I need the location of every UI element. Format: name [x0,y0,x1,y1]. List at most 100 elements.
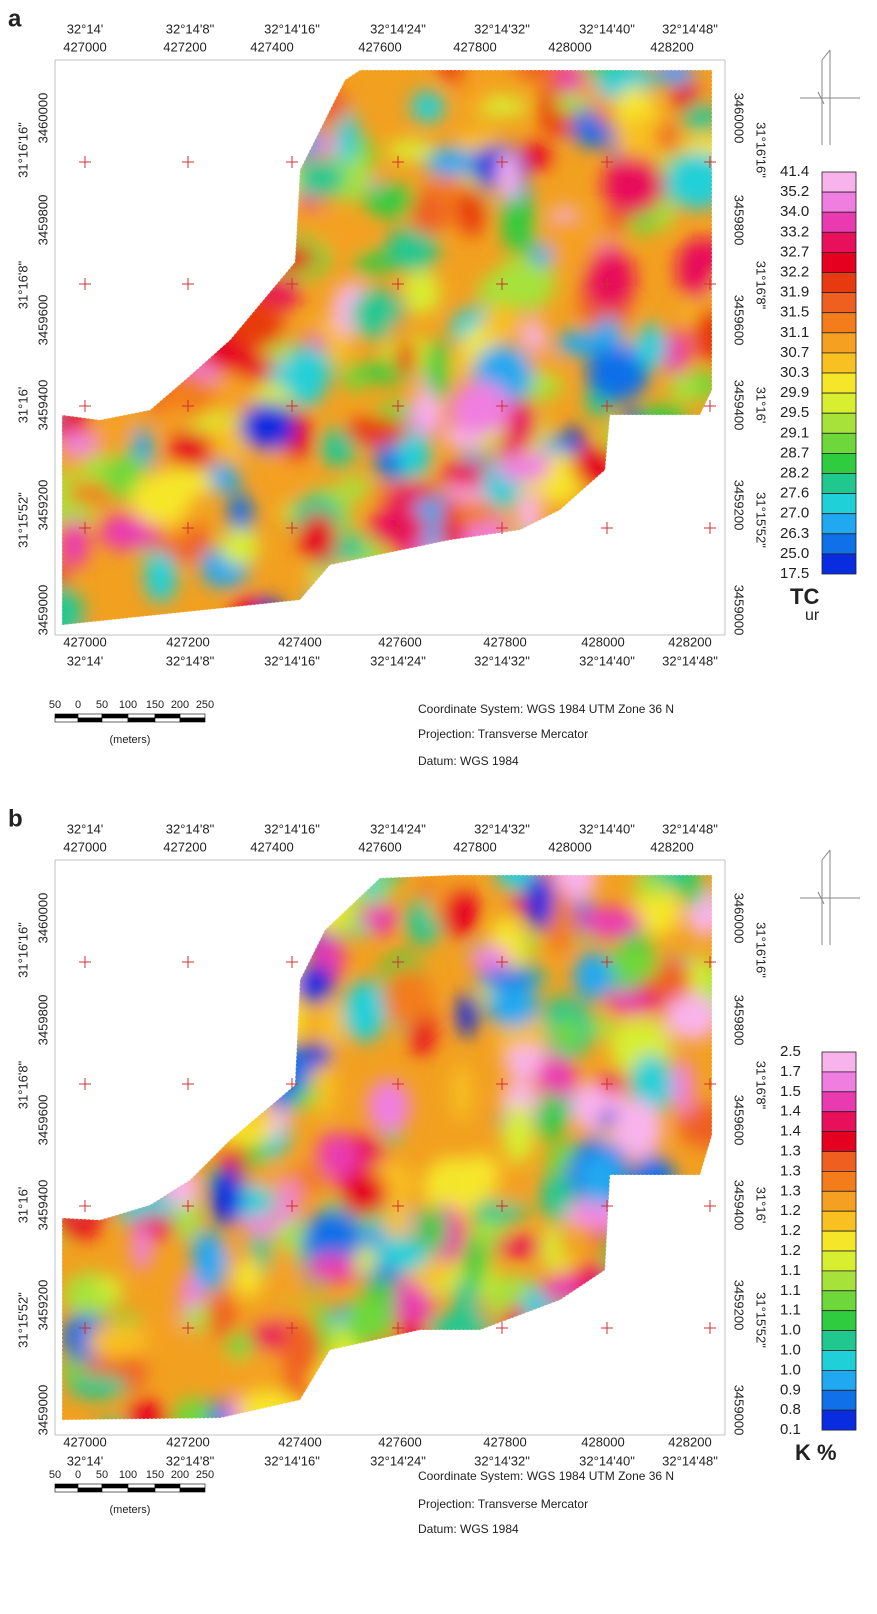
legend-swatch [821,533,857,555]
scale-seg [54,1487,79,1493]
graticule-cross [79,1322,91,1334]
scale-seg [127,717,156,723]
north-arrow [800,49,860,145]
graticule-cross [392,1200,404,1212]
scale-label: 200 [171,699,189,711]
bottom-longitude: 32°14'24" [370,1453,426,1468]
legend-swatch [821,1409,857,1431]
anomaly [511,530,533,557]
anomaly [502,1101,535,1163]
right-northing: 3459400 [732,1180,747,1231]
anomaly [230,1372,252,1401]
bottom-easting: 427600 [378,1434,421,1449]
anomaly [603,535,639,585]
anomaly [394,1322,427,1366]
anomaly [434,580,456,625]
anomaly [102,78,128,109]
left-northing: 3459800 [35,995,50,1046]
anomaly [114,889,167,920]
panel: b 32°14' 32°14'8" 32°14'16" 32°14'24" 32°14'3… [8,805,860,1536]
scale-seg [54,713,79,719]
anomaly [219,527,260,566]
legend-swatch [821,1111,857,1132]
anomaly [501,195,536,254]
anomaly [94,103,140,150]
anomaly [603,1247,627,1273]
anomaly [156,1072,187,1121]
anomaly [67,346,88,409]
graticule-cross [496,956,508,968]
graticule-cross [704,278,716,290]
anomaly [682,103,712,133]
anomaly [64,892,99,916]
anomaly [176,199,231,234]
anomaly [664,994,712,1040]
graticule-cross [704,956,716,968]
legend-title: TC [790,584,819,609]
graticule-cross [182,522,194,534]
anomaly [110,1140,149,1191]
anomaly [423,543,477,593]
anomaly [192,1230,227,1293]
north-arrow [800,849,860,945]
anomaly [456,992,478,1038]
bottom-longitude: 32°14'16" [264,1453,320,1468]
top-longitude: 32°14' [67,821,104,836]
scale-label: 200 [171,1469,189,1481]
anomaly [692,1386,712,1408]
legend-label: 1.1 [780,1262,801,1279]
anomaly [62,308,119,348]
scale-seg [54,717,79,723]
left-latitude: 31°16'16" [15,122,30,178]
anomaly [605,553,640,592]
legend-label: 28.7 [780,444,809,461]
scale-seg [77,713,103,719]
anomaly [618,523,644,566]
panel-label: b [8,805,23,832]
top-longitude: 32°14'40" [579,21,635,36]
anomaly [580,1371,610,1393]
legend-label: 1.3 [780,1142,801,1159]
anomaly [539,215,600,271]
legend-swatch [821,191,857,213]
scale-seg [179,1483,206,1489]
bottom-longitude: 32°14'8" [166,653,215,668]
legend-label: 1.3 [780,1162,801,1179]
anomaly [312,88,350,123]
top-easting: 427800 [453,39,496,54]
anomaly [117,1107,154,1167]
left-latitude: 31°16' [15,1187,30,1224]
anomaly [119,1063,183,1128]
anomaly [228,888,277,932]
anomaly [452,498,499,527]
legend-label: 31.5 [780,304,809,321]
graticule-cross [601,278,613,290]
legend-label: 27.6 [780,485,809,502]
left-latitude: 31°16' [15,387,30,424]
anomaly [229,316,285,349]
anomaly [164,1168,200,1207]
anomaly [314,219,366,250]
anomaly [96,412,137,437]
left-northing: 3459400 [35,380,50,431]
legend-swatch [821,412,857,434]
anomaly [386,140,435,161]
scale-label: 250 [196,699,214,711]
anomaly [571,446,623,486]
anomaly [310,877,349,932]
anomaly [69,1179,110,1219]
anomaly [183,944,236,978]
bottom-longitude: 32°14' [67,653,104,668]
anomaly [604,1232,631,1276]
anomaly [451,1063,472,1123]
anomaly [424,147,477,177]
anomaly [257,917,296,980]
anomaly [619,1280,664,1338]
anomaly [344,416,408,447]
map-frame [54,59,726,636]
top-longitude: 32°14'32" [474,821,530,836]
bottom-easting: 428000 [581,634,624,649]
graticule-cross [286,156,298,168]
legend-swatch [821,1389,857,1411]
anomaly [84,1059,130,1093]
